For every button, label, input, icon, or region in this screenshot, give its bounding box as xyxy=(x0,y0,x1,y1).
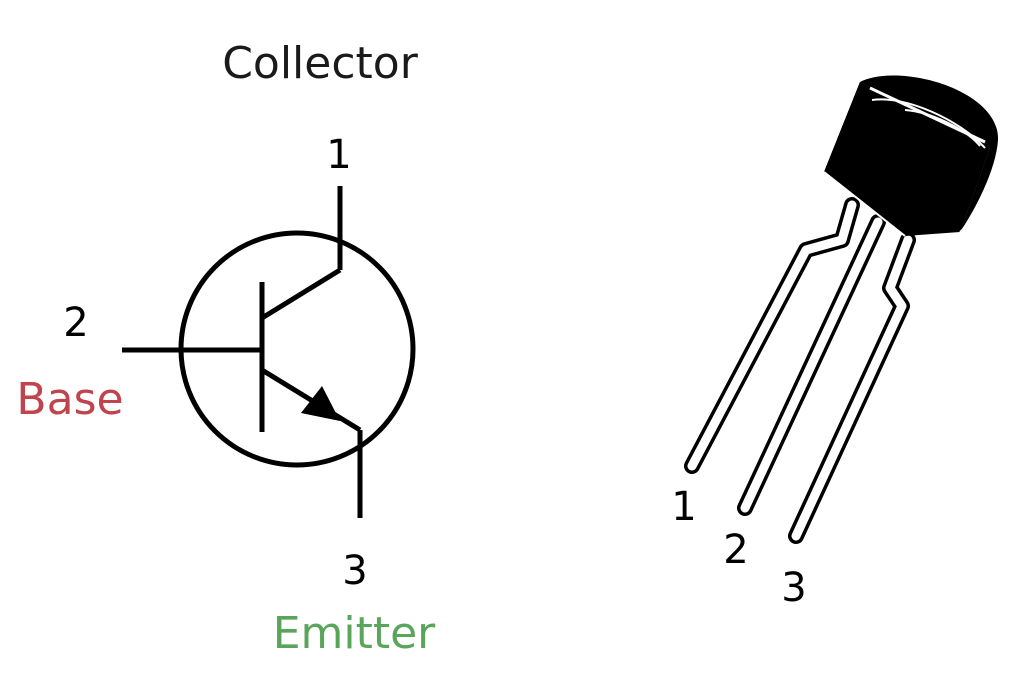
emitter-pin-number: 3 xyxy=(342,548,367,594)
base-pin-number: 2 xyxy=(63,300,88,346)
package-pin-3-label: 3 xyxy=(781,565,806,611)
base-label: Base xyxy=(16,374,123,425)
package-pin-1-label: 1 xyxy=(671,484,696,530)
package-leads xyxy=(684,197,916,544)
to92-package-illustration xyxy=(684,75,999,544)
collector-pin-number: 1 xyxy=(326,132,351,178)
package-body xyxy=(823,75,999,237)
package-pin-2-label: 2 xyxy=(723,527,748,573)
collector-lead-diagonal xyxy=(260,267,342,321)
emitter-lead-diagonal xyxy=(260,367,362,433)
collector-label: Collector xyxy=(222,38,419,89)
emitter-label: Emitter xyxy=(273,608,436,659)
emitter-arrow-icon xyxy=(301,386,340,421)
npn-schematic-symbol xyxy=(122,186,416,518)
